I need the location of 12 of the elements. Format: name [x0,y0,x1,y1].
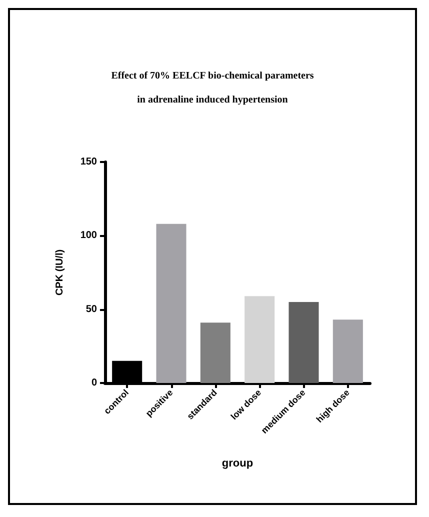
bar [200,322,230,383]
chart-title: Effect of 70% EELCF bio-chemical parameters in adrenaline induced hypertension [111,70,314,106]
bar [288,302,319,383]
y-tick-label: 0 [91,378,98,388]
bar [332,320,363,383]
x-axis-title: group [222,458,254,470]
bar [156,224,186,383]
y-tick-label: 100 [80,230,98,242]
y-axis-title: CPK (IU/l) [54,249,66,296]
bar [244,296,275,383]
y-tick-label: 50 [86,304,98,315]
y-tick-label: 150 [80,156,98,168]
